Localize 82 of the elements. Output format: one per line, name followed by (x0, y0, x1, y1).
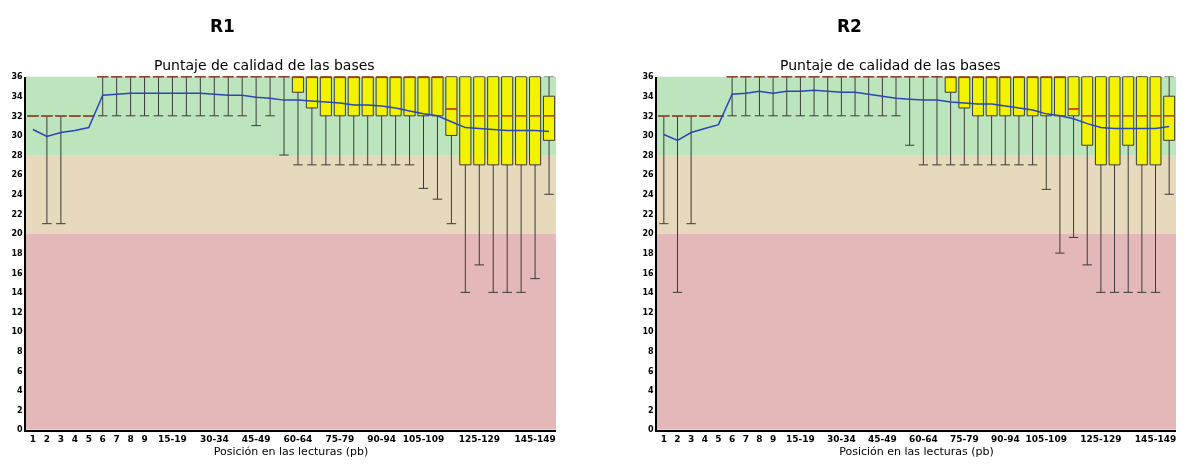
y-tick-label: 36 (642, 72, 655, 82)
x-tick-label: 3 (688, 434, 695, 445)
y-tick-label: 28 (11, 150, 24, 160)
y-tick-label: 14 (642, 288, 655, 298)
x-tick-label: 1 (660, 434, 667, 445)
chart-title: R2 (837, 16, 862, 36)
y-tick-label: 8 (648, 347, 655, 357)
line-series (663, 89, 1170, 142)
x-tick-label: 105-109 (1025, 434, 1067, 445)
x-tick-label: 75-79 (949, 434, 979, 445)
x-tick-label: 8 (756, 434, 763, 445)
x-axis-title: Posición en las lecturas (pb) (839, 444, 994, 458)
y-tick-label: 4 (17, 386, 24, 396)
y-tick-label: 14 (11, 288, 24, 298)
chart-title: R1 (210, 16, 235, 36)
x-tick-label: 45-49 (241, 434, 271, 445)
y-tick-label: 36 (11, 72, 24, 82)
y-tick-label: 16 (11, 268, 24, 278)
y-tick-label: 34 (11, 92, 24, 101)
y-tick-label: 30 (11, 131, 24, 141)
x-tick-label: 145-149 (514, 434, 556, 445)
y-tick-label: 16 (642, 268, 655, 278)
x-tick-label: 5 (85, 434, 92, 445)
x-tick-label: 15-19 (786, 434, 815, 445)
y-tick-label: 34 (642, 92, 655, 101)
x-tick-label: 2 (674, 434, 681, 445)
x-tick-label: 9 (141, 434, 148, 445)
y-tick-label: 32 (11, 111, 23, 121)
x-tick-label: 105-109 (402, 434, 445, 445)
y-tick-label: 24 (642, 190, 655, 200)
line-series (32, 92, 550, 138)
y-tick-label: 6 (648, 366, 655, 376)
x-tick-label: 2 (43, 434, 51, 445)
y-tick-label: 22 (642, 209, 654, 219)
x-tick-label: 7 (113, 434, 120, 445)
y-tick-label: 10 (642, 327, 655, 337)
x-tick-label: 7 (742, 434, 749, 445)
x-tick-label: 45-49 (867, 434, 897, 445)
x-tick-label: 60-64 (908, 434, 938, 445)
x-tick-label: 60-64 (283, 434, 313, 445)
y-tick-label: 30 (642, 131, 655, 141)
y-tick-label: 10 (11, 327, 24, 337)
x-tick-label: 1 (29, 434, 37, 445)
y-tick-label: 0 (17, 425, 24, 435)
y-tick-label: 12 (11, 307, 23, 317)
y-tick-label: 24 (11, 190, 24, 200)
y-tick-label: 12 (642, 307, 654, 317)
x-tick-label: 4 (701, 434, 708, 445)
y-tick-label: 6 (17, 366, 24, 376)
y-tick-label: 4 (648, 386, 655, 396)
y-tick-label: 28 (642, 150, 655, 160)
y-tick-label: 18 (11, 248, 24, 258)
y-tick-label: 32 (642, 111, 654, 121)
x-tick-label: 6 (99, 434, 106, 445)
x-tick-label: 90-94 (367, 434, 397, 445)
x-tick-label: 9 (769, 434, 777, 445)
y-tick-label: 20 (642, 229, 655, 239)
x-tick-label: 90-94 (990, 434, 1020, 445)
chart-subtitle: Puntaje de calidad de las bases (154, 57, 375, 73)
x-tick-label: 30-34 (826, 434, 856, 445)
x-tick-label: 145-149 (1134, 434, 1177, 445)
y-tick-label: 0 (648, 425, 655, 435)
x-tick-label: 125-129 (458, 434, 500, 445)
y-tick-label: 26 (642, 170, 655, 180)
x-tick-label: 3 (57, 434, 64, 445)
chart-subtitle: Puntaje de calidad de las bases (780, 57, 1001, 73)
x-tick-label: 30-34 (199, 434, 229, 445)
y-tick-label: 22 (11, 209, 23, 219)
y-tick-label: 20 (11, 229, 24, 239)
x-tick-label: 15-19 (158, 434, 187, 445)
y-tick-label: 26 (11, 170, 24, 180)
y-tick-label: 2 (648, 405, 654, 415)
x-tick-label: 6 (728, 434, 736, 445)
x-axis-title: Posición en las lecturas (pb) (213, 444, 369, 458)
x-tick-label: 125-129 (1080, 434, 1122, 445)
x-tick-label: 4 (71, 434, 78, 445)
x-tick-label: 8 (127, 434, 134, 445)
y-tick-label: 8 (17, 347, 24, 357)
y-tick-label: 18 (642, 248, 655, 258)
x-tick-label: 75-79 (325, 434, 355, 445)
x-tick-label: 5 (715, 434, 722, 445)
y-tick-label: 2 (17, 405, 23, 415)
